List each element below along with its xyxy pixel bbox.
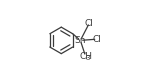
Text: Cl: Cl: [85, 19, 94, 28]
Text: CH: CH: [79, 52, 92, 61]
Text: Cl: Cl: [92, 35, 101, 44]
Text: Sn: Sn: [75, 36, 86, 45]
Text: 3: 3: [86, 55, 90, 61]
